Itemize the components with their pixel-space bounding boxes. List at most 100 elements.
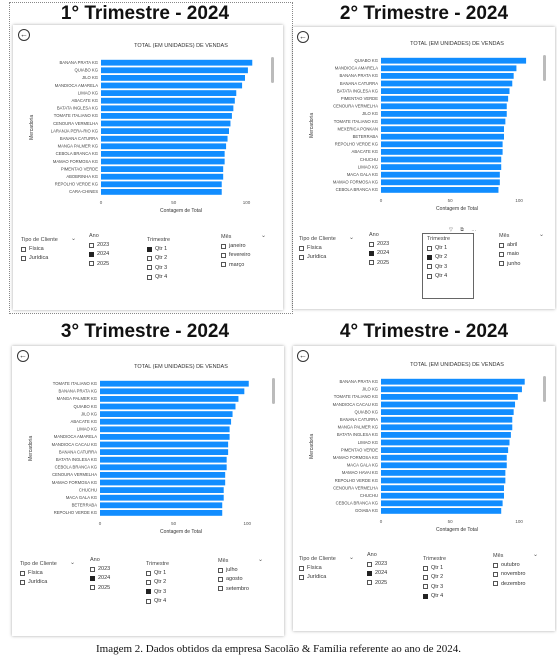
slicer-option[interactable]: Qtr 2 xyxy=(147,255,170,261)
bar[interactable] xyxy=(381,171,500,178)
checkbox[interactable] xyxy=(299,574,304,580)
checkbox[interactable] xyxy=(90,566,95,572)
bar[interactable] xyxy=(381,432,511,438)
slicer-option[interactable]: 2023 xyxy=(89,242,109,248)
scrollbar[interactable] xyxy=(543,376,546,402)
bar[interactable] xyxy=(381,141,503,148)
bar[interactable] xyxy=(100,487,224,493)
bar[interactable] xyxy=(381,485,504,491)
bar[interactable] xyxy=(381,65,517,72)
bar[interactable] xyxy=(381,424,513,431)
bar[interactable] xyxy=(381,394,518,400)
slicer-option[interactable]: 2024 xyxy=(369,250,389,256)
bar[interactable] xyxy=(100,434,230,440)
slicer-option[interactable]: Qtr 1 xyxy=(146,570,169,576)
checkbox[interactable] xyxy=(147,246,152,252)
bar[interactable] xyxy=(381,386,522,393)
bar[interactable] xyxy=(101,59,253,66)
slicer-ano[interactable]: Ano 2023 2024 2025 xyxy=(90,557,110,594)
slicer-tipo-cliente[interactable]: Tipo de Cliente Física Jurídica xyxy=(299,236,336,264)
bar[interactable] xyxy=(100,441,229,448)
scrollbar[interactable] xyxy=(272,378,275,404)
slicer-option[interactable]: 2025 xyxy=(90,585,110,591)
checkbox[interactable] xyxy=(423,565,428,571)
bar[interactable] xyxy=(381,88,510,94)
bar[interactable] xyxy=(100,388,245,395)
checkbox[interactable] xyxy=(299,565,304,571)
checkbox[interactable] xyxy=(221,243,226,249)
checkbox[interactable] xyxy=(147,265,152,271)
checkbox[interactable] xyxy=(427,254,432,260)
checkbox[interactable] xyxy=(89,251,94,257)
checkbox[interactable] xyxy=(89,242,94,248)
checkbox[interactable] xyxy=(218,567,223,573)
slicer-trimestre[interactable]: Trimestre Qtr 1 Qtr 2 Qtr 3 Qtr 4 xyxy=(423,556,446,603)
bar[interactable] xyxy=(381,378,525,385)
bar[interactable] xyxy=(100,472,226,478)
slicer-option[interactable]: Jurídica xyxy=(299,254,336,260)
back-arrow-icon[interactable]: ← xyxy=(18,29,30,41)
bar[interactable] xyxy=(100,411,233,417)
slicer-tipo-cliente[interactable]: Tipo de Cliente Física Jurídica xyxy=(20,561,57,589)
scrollbar[interactable] xyxy=(543,55,546,81)
checkbox[interactable] xyxy=(20,579,25,585)
checkbox[interactable] xyxy=(90,575,95,581)
checkbox[interactable] xyxy=(20,570,25,576)
slicer-option[interactable]: Qtr 2 xyxy=(427,254,450,260)
chevron-down-icon[interactable]: ⌄ xyxy=(533,552,539,558)
slicer-option[interactable]: 2024 xyxy=(367,570,387,576)
checkbox[interactable] xyxy=(369,250,374,256)
slicer-option[interactable]: Qtr 4 xyxy=(427,273,450,279)
checkbox[interactable] xyxy=(369,241,374,247)
slicer-option[interactable]: 2025 xyxy=(89,261,109,267)
bar[interactable] xyxy=(381,187,499,193)
bar[interactable] xyxy=(100,449,229,455)
slicer-option[interactable]: 2024 xyxy=(89,251,109,257)
checkbox[interactable] xyxy=(146,579,151,585)
checkbox[interactable] xyxy=(423,584,428,590)
checkbox[interactable] xyxy=(499,242,504,248)
slicer-option[interactable]: Jurídica xyxy=(299,574,336,580)
chevron-down-icon[interactable]: ⌄ xyxy=(539,232,545,238)
back-arrow-icon[interactable]: ← xyxy=(17,350,29,362)
slicer-ano[interactable]: Ano 2023 2024 2025 xyxy=(367,552,387,589)
bar[interactable] xyxy=(381,409,514,415)
bar[interactable] xyxy=(101,128,229,134)
checkbox[interactable] xyxy=(299,245,304,251)
checkbox[interactable] xyxy=(427,264,432,270)
bar[interactable] xyxy=(381,133,504,140)
back-arrow-icon[interactable]: ← xyxy=(297,350,309,362)
slicer-option[interactable]: Qtr 3 xyxy=(146,589,169,595)
checkbox[interactable] xyxy=(146,589,151,595)
slicer-option[interactable]: Qtr 2 xyxy=(146,579,169,585)
bar[interactable] xyxy=(101,90,237,96)
slicer-option[interactable]: 2025 xyxy=(369,260,389,266)
slicer-tipo-cliente[interactable]: Tipo de Cliente Física Jurídica xyxy=(299,556,336,584)
slicer-option[interactable]: dezembro xyxy=(493,581,525,587)
slicer-option[interactable]: Jurídica xyxy=(21,255,58,261)
bar[interactable] xyxy=(101,181,222,188)
checkbox[interactable] xyxy=(369,260,374,266)
checkbox[interactable] xyxy=(367,561,372,567)
slicer-option[interactable]: Física xyxy=(21,246,58,252)
slicer-tipo-cliente[interactable]: Tipo de Cliente Física Jurídica xyxy=(21,237,58,265)
checkbox[interactable] xyxy=(367,570,372,576)
slicer-option[interactable]: setembro xyxy=(218,586,249,592)
slicer-option[interactable]: 2024 xyxy=(90,575,110,581)
slicer-option[interactable]: 2023 xyxy=(90,566,110,572)
slicer-option[interactable]: Qtr 1 xyxy=(423,565,446,571)
bar[interactable] xyxy=(381,492,504,499)
bar[interactable] xyxy=(381,118,506,125)
checkbox[interactable] xyxy=(499,251,504,257)
slicer-option[interactable]: novembro xyxy=(493,571,525,577)
bar[interactable] xyxy=(101,189,222,195)
bar[interactable] xyxy=(381,156,502,163)
bar[interactable] xyxy=(381,73,514,79)
bar[interactable] xyxy=(100,380,249,387)
slicer-option[interactable]: Qtr 4 xyxy=(146,598,169,604)
bar[interactable] xyxy=(101,120,231,127)
slicer-option[interactable]: Física xyxy=(299,565,336,571)
checkbox[interactable] xyxy=(221,262,226,268)
bar[interactable] xyxy=(101,75,245,81)
slicer-ano[interactable]: Ano 2023 2024 2025 xyxy=(369,232,389,269)
